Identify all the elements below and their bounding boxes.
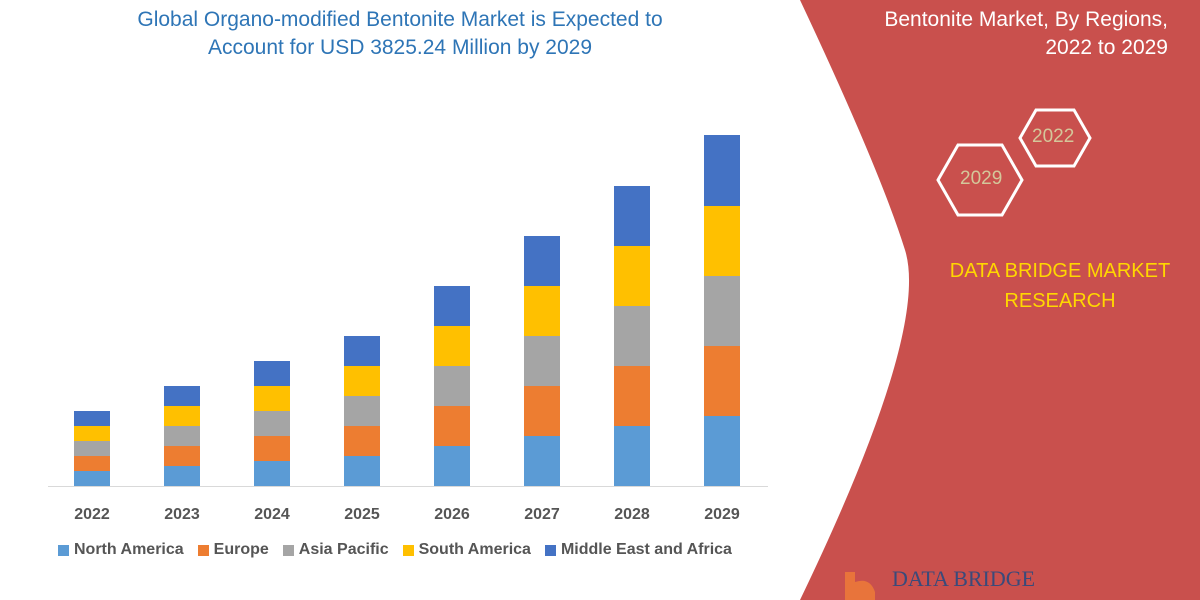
bar-segment-2027-0 <box>524 436 560 486</box>
bar-segment-2027-3 <box>524 286 560 336</box>
x-tick-label: 2026 <box>434 506 470 523</box>
bar-segment-2025-3 <box>344 366 380 396</box>
bar-segment-2029-3 <box>704 206 740 276</box>
bar-segment-2028-2 <box>614 306 650 366</box>
bar-segment-2029-4 <box>704 135 740 206</box>
legend-swatch <box>544 544 556 556</box>
legend-swatch <box>58 544 69 556</box>
bar-segment-2023-0 <box>164 466 200 486</box>
bar-segment-2024-4 <box>254 361 290 386</box>
bar-segment-2024-3 <box>254 386 290 411</box>
bar-segment-2028-4 <box>614 186 650 246</box>
brand-text: DATA BRIDGE MARKET RESEARCH <box>949 260 1171 312</box>
hexagon-2022 <box>1018 108 1092 168</box>
legend-item: Europe <box>197 541 269 559</box>
hex-label-2029: 2029 <box>960 168 1003 189</box>
bar-segment-2025-0 <box>344 456 380 486</box>
bar-segment-2024-1 <box>254 436 290 461</box>
bar-segment-2025-1 <box>344 426 380 456</box>
x-tick-label: 2023 <box>164 506 200 523</box>
bar-segment-2023-4 <box>164 386 200 406</box>
legend-swatch <box>197 544 209 556</box>
legend-item: Middle East and Africa <box>544 541 732 559</box>
bar-segment-2025-4 <box>344 336 380 366</box>
bar-segment-2029-2 <box>704 276 740 346</box>
logo-icon <box>845 572 875 600</box>
legend-label: Europe <box>213 541 269 558</box>
bar-segment-2027-4 <box>524 236 560 286</box>
legend: North America Europe Asia Pacific South Ame… <box>58 541 732 559</box>
bar-segment-2024-0 <box>254 461 290 486</box>
red-panel <box>800 0 1200 600</box>
bar-segment-2023-1 <box>164 446 200 466</box>
bar-segment-2029-1 <box>704 346 740 416</box>
hex-label-2022: 2022 <box>1032 126 1075 147</box>
x-tick-label: 2025 <box>344 506 380 523</box>
bar-segment-2026-1 <box>434 406 470 446</box>
bar-segment-2028-1 <box>614 366 650 426</box>
bar-segment-2022-0 <box>74 471 110 486</box>
legend-swatch <box>282 544 294 556</box>
chart-title: Global Organo-modified Bentonite Market … <box>137 8 663 59</box>
bar-segment-2028-0 <box>614 426 650 486</box>
bar-segment-2027-2 <box>524 336 560 386</box>
panel-title: Bentonite Market, By Regions, 2022 to 202… <box>884 8 1168 59</box>
x-tick-label: 2024 <box>254 506 290 523</box>
x-tick-label: 2028 <box>614 506 650 523</box>
bar-segment-2026-4 <box>434 286 470 326</box>
hexagon-2029 <box>936 143 1024 217</box>
bar-segment-2022-1 <box>74 456 110 471</box>
bar-segment-2028-3 <box>614 246 650 306</box>
bar-segment-2025-2 <box>344 396 380 426</box>
x-tick-label: 2029 <box>704 506 740 523</box>
bar-segment-2029-0 <box>704 416 740 486</box>
legend-label: Middle East and Africa <box>560 541 732 558</box>
legend-item: South America <box>402 541 531 559</box>
x-tick-label: 2027 <box>524 506 560 523</box>
bar-segment-2022-2 <box>74 441 110 456</box>
legend-label: North America <box>74 541 184 558</box>
legend-swatch <box>402 544 414 556</box>
bar-segment-2023-2 <box>164 426 200 446</box>
bar-segment-2023-3 <box>164 406 200 426</box>
legend-label: Asia Pacific <box>298 541 389 558</box>
legend-item: North America <box>58 541 184 559</box>
bar-segment-2026-3 <box>434 326 470 366</box>
logo-text: DATA BRIDGE <box>892 566 1036 591</box>
x-tick-label: 2022 <box>74 506 110 523</box>
legend-label: South America <box>418 541 531 558</box>
bar-segment-2022-3 <box>74 426 110 441</box>
bar-segment-2024-2 <box>254 411 290 436</box>
legend-item: Asia Pacific <box>282 541 389 559</box>
bar-segment-2027-1 <box>524 386 560 436</box>
chart-area: 2022 2023 2024 2025 2026 2027 2028 2029 <box>48 135 768 523</box>
bar-segment-2026-2 <box>434 366 470 406</box>
bar-segment-2022-4 <box>74 411 110 426</box>
bar-segment-2026-0 <box>434 446 470 486</box>
